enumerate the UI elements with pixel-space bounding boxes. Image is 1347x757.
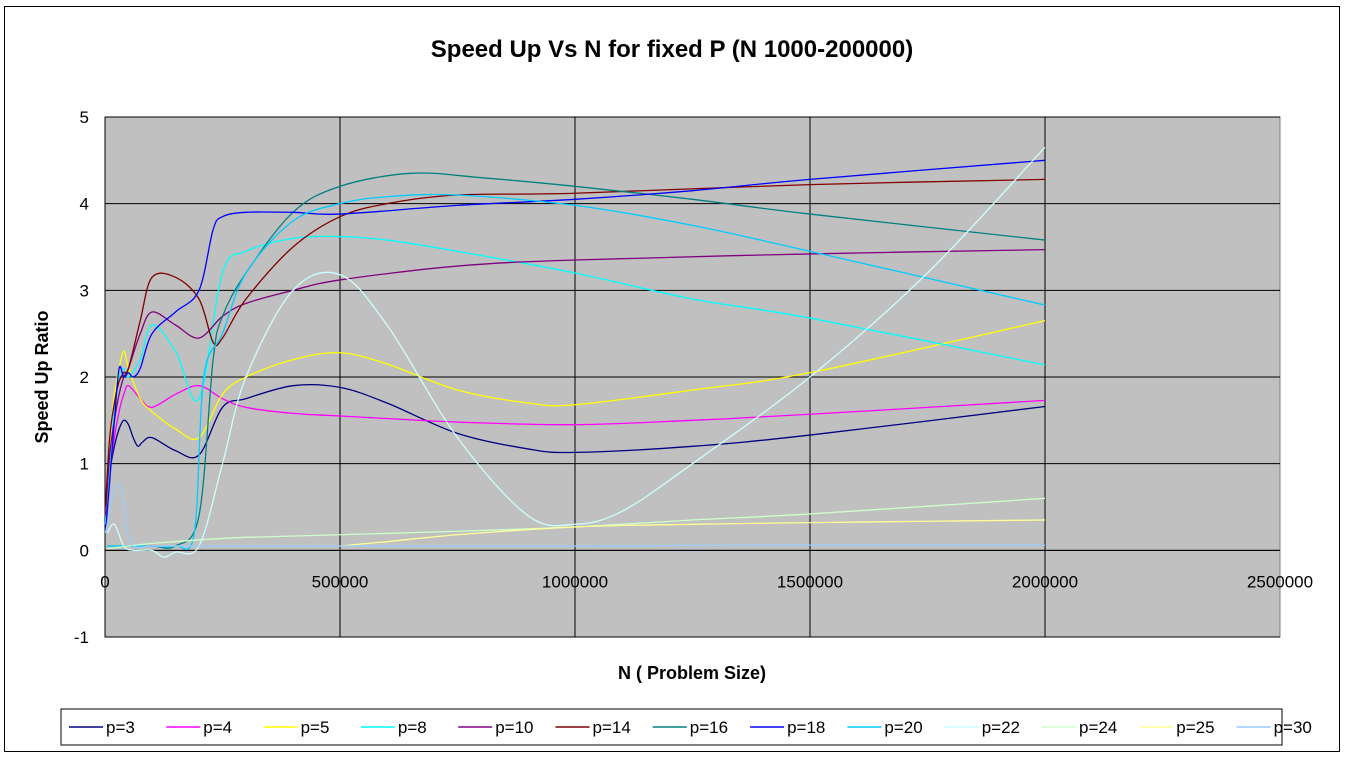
legend-label: p=4 bbox=[203, 718, 232, 737]
y-tick-label: 2 bbox=[80, 368, 89, 387]
legend-item: p=4 bbox=[166, 718, 232, 737]
legend-label: p=5 bbox=[301, 718, 330, 737]
legend-label: p=3 bbox=[106, 718, 135, 737]
legend-label: p=30 bbox=[1274, 718, 1312, 737]
legend-item: p=20 bbox=[847, 718, 923, 737]
series-line-p-4 bbox=[104, 385, 1046, 525]
legend-label: p=22 bbox=[982, 718, 1020, 737]
y-tick-label: 5 bbox=[80, 108, 89, 127]
series-line-p-18 bbox=[104, 159, 1046, 534]
y-axis-ticks: -1 0 1 2 3 4 5 bbox=[74, 108, 89, 647]
series-line-p-3 bbox=[104, 383, 1046, 534]
legend-label: p=25 bbox=[1176, 718, 1214, 737]
series-line-p-24 bbox=[107, 497, 1046, 550]
legend-label: p=24 bbox=[1079, 718, 1117, 737]
legend-label: p=14 bbox=[593, 718, 631, 737]
x-tick-label: 500000 bbox=[312, 572, 369, 591]
series-lines bbox=[104, 146, 1046, 558]
y-axis-label: Speed Up Ratio bbox=[32, 310, 52, 443]
legend-item: p=24 bbox=[1042, 718, 1117, 737]
series-line-p-25 bbox=[339, 519, 1046, 547]
series-line-p-5 bbox=[104, 320, 1046, 516]
legend-item: p=16 bbox=[652, 718, 728, 737]
y-tick-label: 1 bbox=[80, 455, 89, 474]
legend-item: p=22 bbox=[944, 718, 1020, 737]
x-axis-label: N ( Problem Size) bbox=[618, 663, 766, 683]
legend-item: p=30 bbox=[1236, 718, 1312, 737]
legend-label: p=16 bbox=[690, 718, 728, 737]
y-tick-label: 4 bbox=[80, 195, 89, 214]
series-line-p-30 bbox=[104, 483, 1046, 549]
y-tick-label: 0 bbox=[80, 541, 89, 560]
x-axis-ticks: 0 500000 1000000 1500000 2000000 2500000 bbox=[100, 572, 1313, 591]
legend-item: p=3 bbox=[69, 718, 135, 737]
y-tick-label: 3 bbox=[80, 281, 89, 300]
legend-label: p=8 bbox=[398, 718, 427, 737]
legend-label: p=20 bbox=[884, 718, 922, 737]
x-tick-label: 1500000 bbox=[777, 572, 843, 591]
legend-item: p=18 bbox=[750, 718, 825, 737]
legend-label: p=18 bbox=[787, 718, 825, 737]
legend-item: p=5 bbox=[263, 718, 330, 737]
legend-item: p=25 bbox=[1139, 718, 1215, 737]
x-tick-label: 0 bbox=[100, 572, 109, 591]
legend-item: p=14 bbox=[555, 718, 631, 737]
series-line-p-10 bbox=[104, 248, 1046, 516]
chart-title: Speed Up Vs N for fixed P (N 1000-200000… bbox=[431, 36, 913, 63]
legend-label: p=10 bbox=[495, 718, 533, 737]
x-tick-label: 2500000 bbox=[1247, 572, 1313, 591]
legend-item: p=8 bbox=[360, 718, 427, 737]
legend-item: p=10 bbox=[458, 718, 533, 737]
series-line-p-14 bbox=[104, 178, 1046, 508]
legend-entries: p=3 p=4 p=5 p=8 p=10 p=14 p=16 p=18 p=20 p=22 p=24… bbox=[69, 718, 1312, 737]
x-tick-label: 2000000 bbox=[1012, 572, 1078, 591]
series-line-p-22 bbox=[106, 146, 1046, 558]
y-tick-label: -1 bbox=[74, 628, 89, 647]
x-tick-label: 1000000 bbox=[542, 572, 608, 591]
